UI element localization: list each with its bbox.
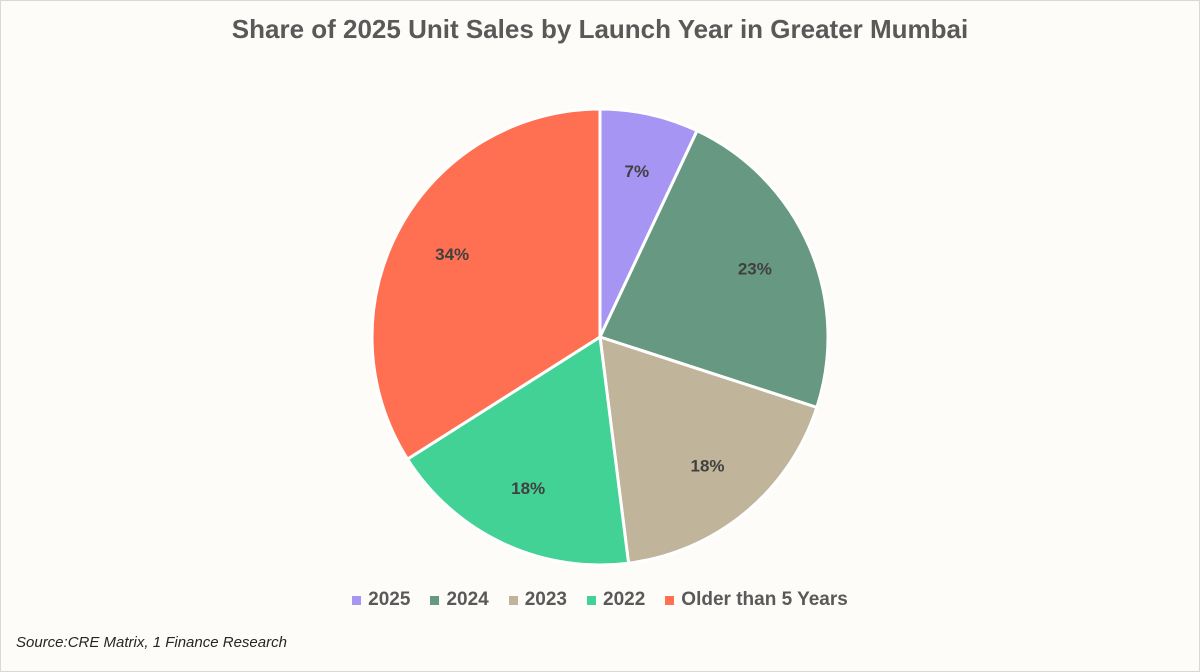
legend-label: Older than 5 Years <box>681 589 848 610</box>
data-label-2023: 18% <box>691 456 725 475</box>
source-note: Source:CRE Matrix, 1 Finance Research <box>16 634 287 651</box>
chart-title: Share of 2025 Unit Sales by Launch Year … <box>231 14 969 44</box>
legend-swatch <box>430 595 440 605</box>
data-label-2022: 18% <box>511 479 545 498</box>
pie-slice-2022 <box>405 335 631 567</box>
legend-item: 2023 <box>508 589 568 611</box>
pie-slice-2024 <box>598 129 830 409</box>
chart-legend: 2025 2024 2023 2022 Older than 5 Years <box>0 589 1200 611</box>
data-label-2025: 7% <box>625 162 650 181</box>
legend-swatch <box>352 595 362 605</box>
legend-item: Older than 5 Years <box>665 589 848 611</box>
legend-label: 2025 <box>368 589 411 610</box>
data-label-2024: 23% <box>738 259 772 278</box>
pie-slice-2023 <box>598 335 819 565</box>
legend-item: 2025 <box>352 589 410 611</box>
legend-item: 2022 <box>587 589 645 611</box>
data-label-older-than-5-years: 34% <box>435 245 469 264</box>
legend-label: 2022 <box>603 589 646 610</box>
legend-swatch <box>508 595 518 605</box>
legend-label: 2024 <box>446 589 489 610</box>
legend-item: 2024 <box>430 589 489 611</box>
legend-swatch <box>587 595 597 605</box>
pie-slice-older-than-5-years <box>370 107 602 461</box>
legend-swatch <box>665 595 675 605</box>
legend-label: 2023 <box>524 589 568 610</box>
